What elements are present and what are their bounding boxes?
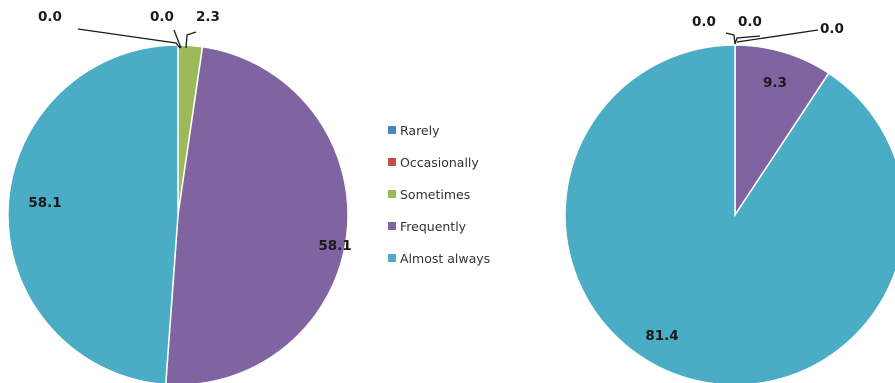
data-label: 0.0 [820,21,844,37]
leader-line [77,28,181,49]
legend-label: Frequently [400,219,467,234]
pie-slice-frequently [165,45,349,383]
leader-line [185,31,197,49]
legend-item-sometimes: Sometimes [388,187,470,202]
leader-line [734,35,761,45]
data-label: 0.0 [692,14,716,30]
legend-item-occasionally: Occasionally [388,155,479,170]
data-label: 58.1 [28,195,61,211]
data-label: 9.3 [763,75,787,91]
leader-line [736,29,819,43]
legend-swatch [388,126,396,134]
leader-line [173,29,182,49]
legend-item-almost-always: Almost always [388,251,490,266]
data-label: 2.3 [196,9,220,25]
pie-chart-left: 0.0 0.0 2.3 58.1 58.1 [7,9,352,383]
data-label: 0.0 [738,14,762,30]
legend-label: Occasionally [400,155,479,170]
pie-chart-right: 0.0 0.0 0.0 9.3 81.4 [564,14,895,383]
legend-label: Almost always [400,251,490,266]
legend-swatch [388,190,396,198]
pie-slice-almost-always [7,44,179,383]
legend-swatch [388,158,396,166]
legend-item-rarely: Rarely [388,123,440,138]
data-label: 58.1 [318,238,351,254]
pie-slice-frequently [734,44,830,218]
legend-label: Rarely [400,123,440,138]
data-label: 0.0 [150,9,174,25]
data-label: 0.0 [38,9,62,25]
legend-item-frequently: Frequently [388,219,467,234]
chart-legend: Rarely Occasionally Sometimes Frequently Alm… [388,123,490,266]
leader-line [725,32,736,45]
pie-slice-almost-always [564,44,895,383]
legend-label: Sometimes [400,187,470,202]
legend-swatch [388,222,396,230]
legend-swatch [388,254,396,262]
data-label: 81.4 [645,328,678,344]
